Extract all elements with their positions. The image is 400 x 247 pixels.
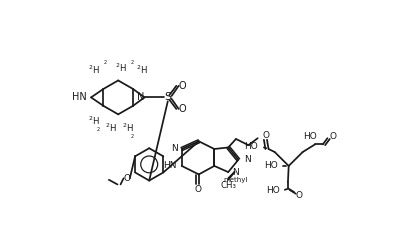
Text: $^{2}$H: $^{2}$H [122,122,134,134]
Text: $^{2}$: $^{2}$ [96,126,100,132]
Text: O: O [194,185,202,194]
Text: HO: HO [266,186,280,195]
Text: O: O [123,174,130,183]
Text: $^{2}$H: $^{2}$H [136,63,147,76]
Text: O: O [329,132,336,141]
Text: O: O [179,81,186,91]
Text: O: O [295,191,302,200]
Text: HN: HN [72,92,87,103]
Text: $^{2}$: $^{2}$ [130,133,134,139]
Text: N: N [232,168,239,177]
Text: $^{2}$H: $^{2}$H [115,61,126,74]
Text: HN: HN [163,162,176,170]
Text: methyl: methyl [223,177,248,183]
Text: O: O [263,131,270,140]
Text: HO: HO [304,132,317,141]
Text: $^{2}$: $^{2}$ [104,60,108,66]
Text: HO: HO [264,162,278,170]
Text: O: O [179,104,186,114]
Text: $^{2}$H: $^{2}$H [88,63,100,76]
Text: HO: HO [244,142,258,151]
Text: S: S [164,92,171,103]
Text: N: N [244,155,250,164]
Text: $^{2}$: $^{2}$ [130,60,134,66]
Text: N: N [137,92,144,103]
Text: $^{2}$H: $^{2}$H [105,122,117,134]
Text: $^{2}$H: $^{2}$H [88,114,100,127]
Text: N: N [171,144,178,153]
Text: CH₃: CH₃ [220,182,236,190]
